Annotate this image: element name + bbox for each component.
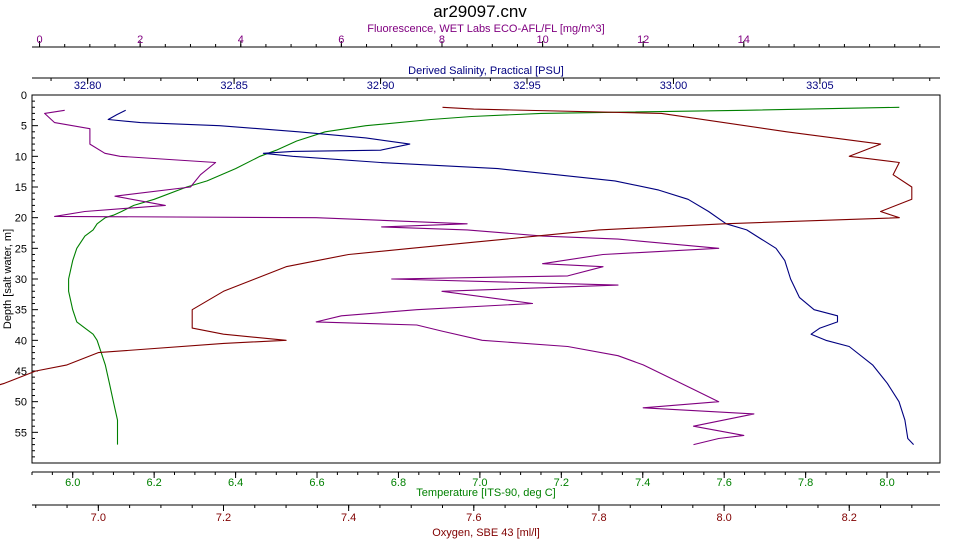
x-tick-label-fluorescence: 6: [338, 34, 344, 46]
x-tick-label-fluorescence: 4: [238, 34, 244, 46]
axes-layer: 0 2 4 6 8 10 12 14 Fluorescence, WET Labs ECO-AF…: [15, 23, 940, 539]
series-line-temperature: [68, 106, 900, 445]
x-axis-title-fluorescence: Fluorescence, WET Labs ECO-AFL/FL [mg/m^…: [367, 23, 604, 35]
x-tick-label-oxygen: 7.4: [341, 512, 356, 524]
x-tick-label-temperature: 6.4: [228, 477, 243, 489]
y-tick-label: 50: [15, 397, 27, 409]
x-axis-oxygen: 7.0 7.2 7.4 7.6 7.8 8.0 8.2 Oxygen, SBE 43 [ml/…: [32, 504, 940, 539]
x-axis-title-oxygen: Oxygen, SBE 43 [ml/l]: [432, 527, 540, 539]
x-tick-label-salinity: 32.90: [367, 80, 395, 92]
x-tick-label-oxygen: 7.0: [91, 512, 106, 524]
y-tick-label: 40: [15, 335, 27, 347]
y-tick-label: 10: [15, 151, 27, 163]
y-axis-label: Depth [salt water, m]: [2, 229, 14, 329]
plot-frame: [31, 94, 941, 464]
y-tick-label: 5: [21, 121, 27, 133]
x-tick-label-temperature: 7.8: [798, 477, 813, 489]
x-tick-label-oxygen: 7.8: [591, 512, 606, 524]
x-tick-label-temperature: 6.6: [309, 477, 324, 489]
y-tick-label: 20: [15, 213, 27, 225]
x-tick-label-salinity: 33.00: [660, 80, 688, 92]
y-tick-label: 25: [15, 243, 27, 255]
x-tick-label-oxygen: 7.2: [216, 512, 231, 524]
x-tick-label-temperature: 6.0: [65, 477, 80, 489]
x-tick-label-fluorescence: 8: [439, 34, 445, 46]
x-tick-label-temperature: 6.8: [391, 477, 406, 489]
x-tick-label-temperature: 7.2: [554, 477, 569, 489]
series-line-fluorescence: [44, 109, 755, 446]
chart-title: ar29097.cnv: [433, 2, 527, 21]
x-tick-label-temperature: 7.4: [635, 477, 650, 489]
x-axis-title-temperature: Temperature [ITS-90, deg C]: [416, 487, 555, 499]
x-axis-title-salinity: Derived Salinity, Practical [PSU]: [408, 65, 564, 77]
y-tick-label: 0: [21, 90, 27, 102]
y-tick-label: 45: [15, 366, 27, 378]
x-axis-fluorescence: 0 2 4 6 8 10 12 14 Fluorescence, WET Labs ECO-AF…: [32, 23, 940, 48]
y-axis: 0 5 10 15 20 25 30 35 40 45 50 55: [15, 90, 38, 458]
x-axis-temperature: 6.0 6.2 6.4 6.6 6.8 7.0 7.2 7.4 7.6 7.8 8.0 Tempera…: [31, 471, 940, 499]
x-axis-salinity: 32.80 32.85 32.90 32.95 33.00 33.05 Derived Sa…: [32, 65, 940, 92]
x-tick-label-salinity: 32.80: [74, 80, 102, 92]
x-tick-label-temperature: 7.0: [472, 477, 487, 489]
x-tick-label-salinity: 33.05: [806, 80, 834, 92]
y-tick-label: 35: [15, 305, 27, 317]
x-tick-label-fluorescence: 10: [536, 34, 548, 46]
series-line-oxygen: [0, 106, 913, 386]
series-layer: [0, 106, 914, 446]
x-tick-label-temperature: 8.0: [879, 477, 894, 489]
x-tick-label-oxygen: 7.6: [466, 512, 481, 524]
x-tick-label-fluorescence: 14: [738, 34, 750, 46]
x-tick-label-oxygen: 8.0: [716, 512, 731, 524]
x-tick-label-salinity: 32.95: [513, 80, 541, 92]
x-tick-label-salinity: 32.85: [220, 80, 248, 92]
y-tick-label: 15: [15, 182, 27, 194]
y-tick-label: 55: [15, 427, 27, 439]
x-tick-label-temperature: 7.6: [717, 477, 732, 489]
x-tick-label-oxygen: 8.2: [842, 512, 857, 524]
x-tick-label-fluorescence: 0: [36, 34, 42, 46]
x-tick-label-temperature: 6.2: [147, 477, 162, 489]
y-tick-label: 30: [15, 274, 27, 286]
x-tick-label-fluorescence: 12: [637, 34, 649, 46]
x-tick-label-fluorescence: 2: [137, 34, 143, 46]
